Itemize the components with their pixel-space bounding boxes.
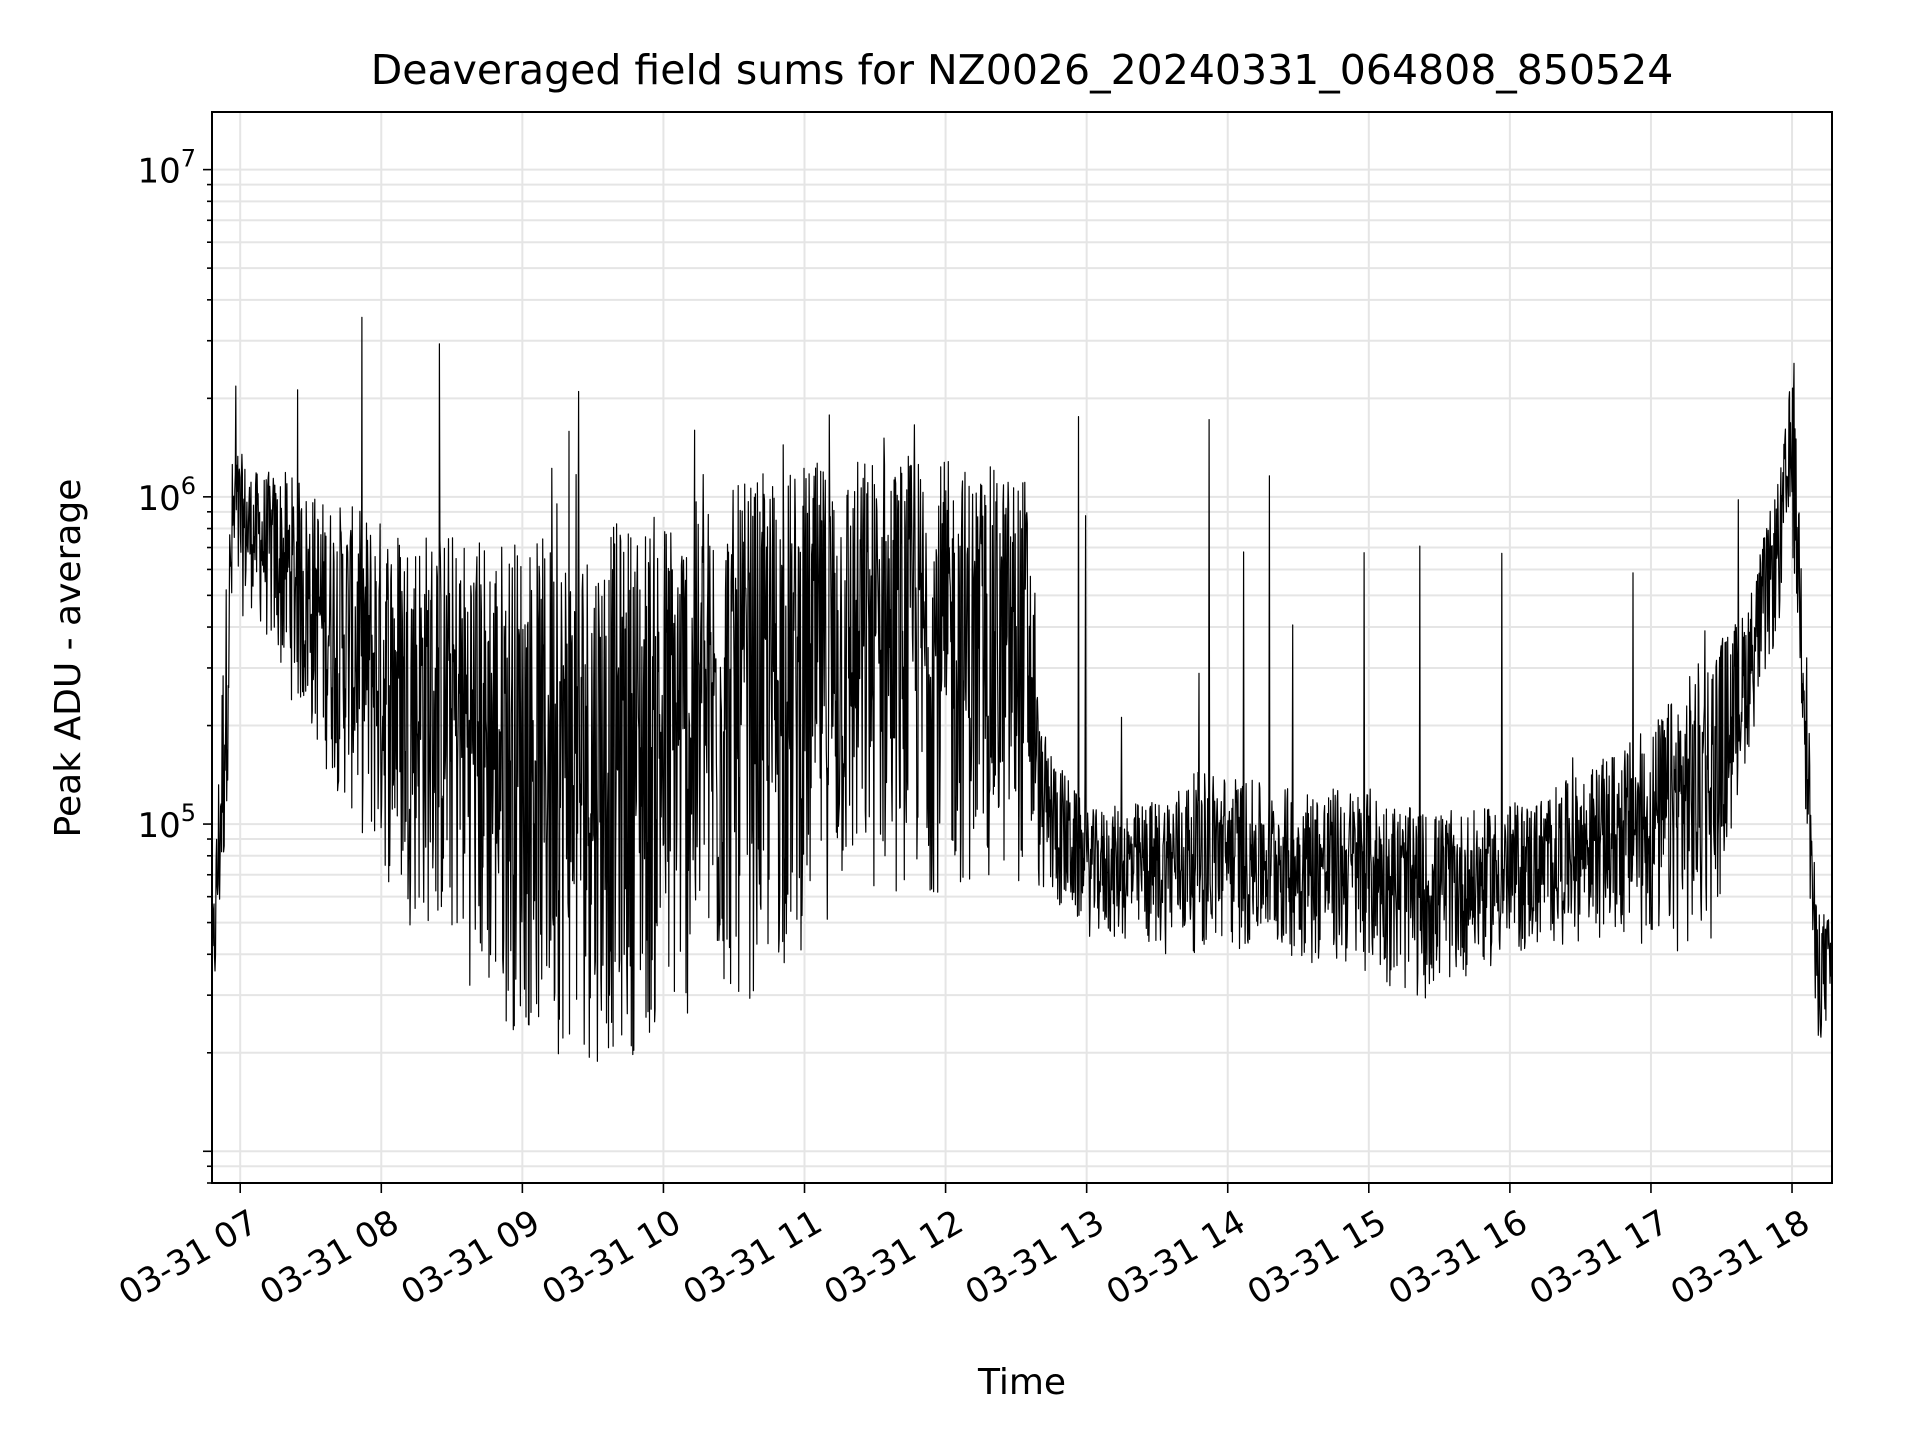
- y-tick-base: 10: [137, 479, 180, 519]
- plot-area: [211, 316, 1833, 1062]
- y-tick-label: 107: [137, 145, 196, 192]
- y-tick-base: 10: [137, 806, 180, 846]
- y-tick-label: 105: [137, 799, 196, 846]
- x-axis-label: Time: [977, 1362, 1066, 1403]
- y-tick-exponent: 7: [181, 145, 196, 173]
- series-line: [211, 316, 1833, 1062]
- plot-frame: [211, 111, 1833, 1184]
- y-tick-exponent: 5: [181, 799, 196, 827]
- y-axis-label: Peak ADU - average: [48, 479, 89, 838]
- y-tick-label: 106: [137, 472, 196, 519]
- chart-title: Deaveraged field sums for NZ0026_2024033…: [371, 46, 1674, 94]
- y-tick-exponent: 6: [181, 472, 196, 500]
- y-tick-base: 10: [137, 152, 180, 192]
